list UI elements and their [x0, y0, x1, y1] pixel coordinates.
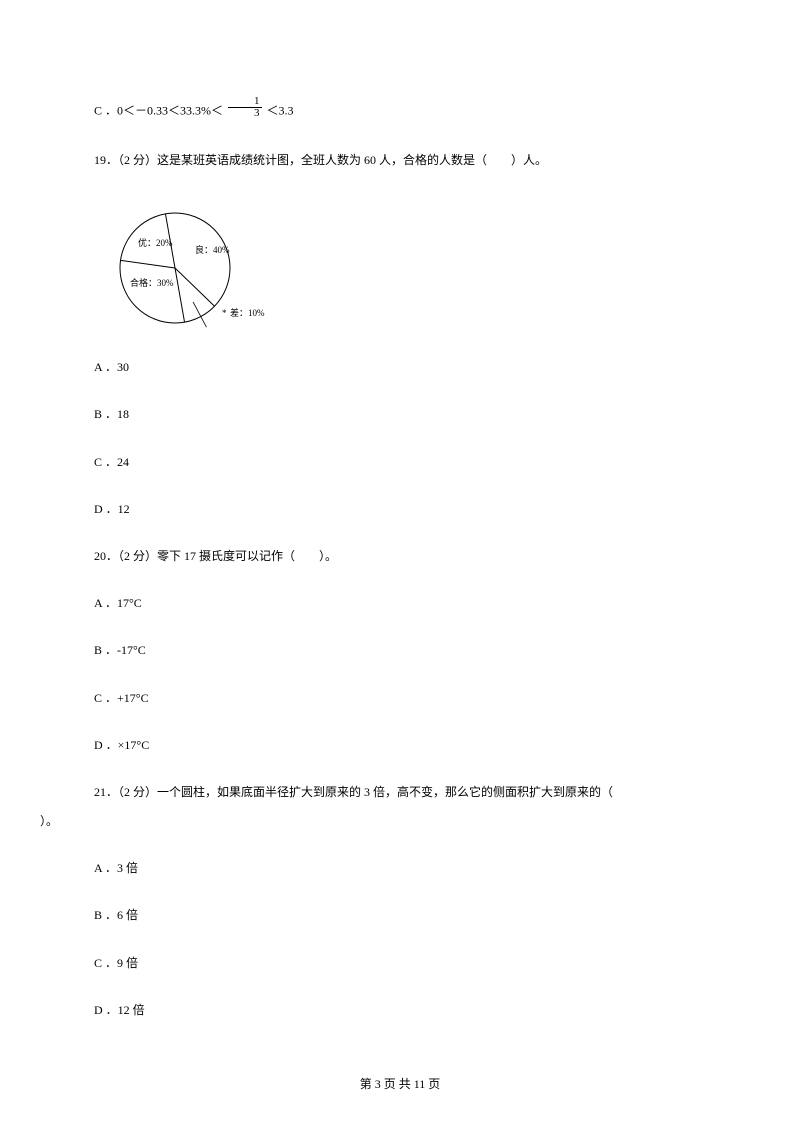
svg-text:差：10%: 差：10% [230, 307, 265, 318]
svg-text:*: * [222, 308, 227, 318]
q19-option-b: B ．18 [70, 405, 730, 424]
q18-c-tail: ＜3.3 [264, 103, 294, 117]
q19-option-a: A ．30 [70, 358, 730, 377]
fraction-one-third: 13 [228, 96, 262, 119]
q21-option-d: D ．12 倍 [70, 1001, 730, 1020]
pie-svg: 良：40% *差：10% 合格：30% 优：20% [100, 198, 300, 333]
q21-option-a: A ．3 倍 [70, 859, 730, 878]
svg-text:合格：30%: 合格：30% [130, 277, 174, 288]
q20-option-c: C ．+17°C [70, 689, 730, 708]
q18-option-c: C ．0＜－0.33＜33.3%＜ 13 ＜3.3 [70, 100, 730, 123]
q19-option-c: C ．24 [70, 453, 730, 472]
q18-c-pre: C ．0＜－0.33＜33.3%＜ [94, 103, 226, 117]
q20-option-a: A ．17°C [70, 594, 730, 613]
q20-stem: 20．（2 分）零下 17 摄氏度可以记作（ ）。 [70, 547, 730, 566]
q21-option-b: B ．6 倍 [70, 906, 730, 925]
q21-stem: 21．（2 分）一个圆柱，如果底面半径扩大到原来的 3 倍，高不变，那么它的侧面… [70, 783, 730, 802]
page-footer: 第 3 页 共 11 页 [0, 1075, 800, 1092]
svg-text:优：20%: 优：20% [138, 237, 173, 248]
svg-text:良：40%: 良：40% [195, 244, 230, 255]
q19-option-d: D ．12 [70, 500, 730, 519]
q19-stem: 19．（2 分）这是某班英语成绩统计图，全班人数为 60 人，合格的人数是（ ）… [70, 151, 730, 170]
q20-option-d: D ．×17°C [70, 736, 730, 755]
q21-option-c: C ．9 倍 [70, 954, 730, 973]
q20-option-b: B ．-17°C [70, 641, 730, 660]
q19-pie-chart: 良：40% *差：10% 合格：30% 优：20% [100, 198, 730, 338]
q21-stem-tail: ）。 [40, 812, 730, 831]
